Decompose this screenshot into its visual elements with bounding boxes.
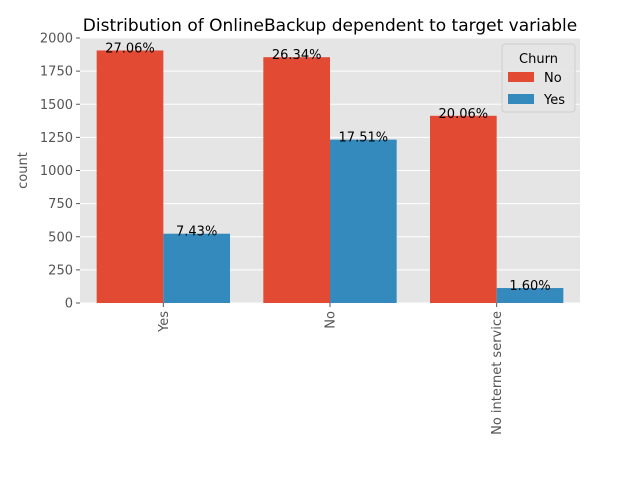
bar-value-label: 27.06% <box>105 41 155 56</box>
legend-swatch <box>508 94 534 104</box>
bars <box>96 50 564 304</box>
x-tick-label: Yes <box>157 311 172 333</box>
bar <box>163 233 230 303</box>
y-tick-label: 1500 <box>40 98 73 113</box>
bar-value-label: 17.51% <box>339 131 389 146</box>
x-tick-label: No <box>324 311 339 329</box>
bar-value-label: 26.34% <box>272 48 322 63</box>
bar <box>430 115 497 303</box>
bar <box>496 288 564 303</box>
chart-title: Distribution of OnlineBackup dependent t… <box>83 16 577 36</box>
bar <box>330 139 397 303</box>
x-tick-label: No internet service <box>490 311 505 435</box>
y-tick-label: 2000 <box>40 32 73 47</box>
y-tick-label: 250 <box>48 263 73 278</box>
bar <box>263 57 330 304</box>
legend-label: Yes <box>543 93 565 108</box>
x-axis-ticks: Yes No No internet service <box>157 303 505 435</box>
y-tick-label: 750 <box>48 197 73 212</box>
bar-value-label: 7.43% <box>176 225 217 240</box>
y-axis-label: count <box>16 152 31 189</box>
legend-title: Churn <box>519 52 558 67</box>
legend: Churn No Yes <box>501 43 576 113</box>
y-tick-label: 1000 <box>40 164 73 179</box>
bar <box>96 50 164 303</box>
y-axis-ticks: 0 250 500 750 1000 1250 1500 1750 2000 <box>40 32 80 312</box>
bar-value-label: 1.60% <box>509 279 550 294</box>
bar-value-label: 20.06% <box>439 107 489 122</box>
y-tick-label: 0 <box>65 297 73 312</box>
y-tick-label: 1750 <box>40 65 73 80</box>
y-tick-label: 1250 <box>40 131 73 146</box>
legend-label: No <box>544 71 562 86</box>
bar-data-labels: 27.06% 26.34% 20.06% 7.43% 17.51% 1.60% <box>105 41 550 294</box>
y-tick-label: 500 <box>48 230 73 245</box>
legend-swatch <box>508 72 534 82</box>
